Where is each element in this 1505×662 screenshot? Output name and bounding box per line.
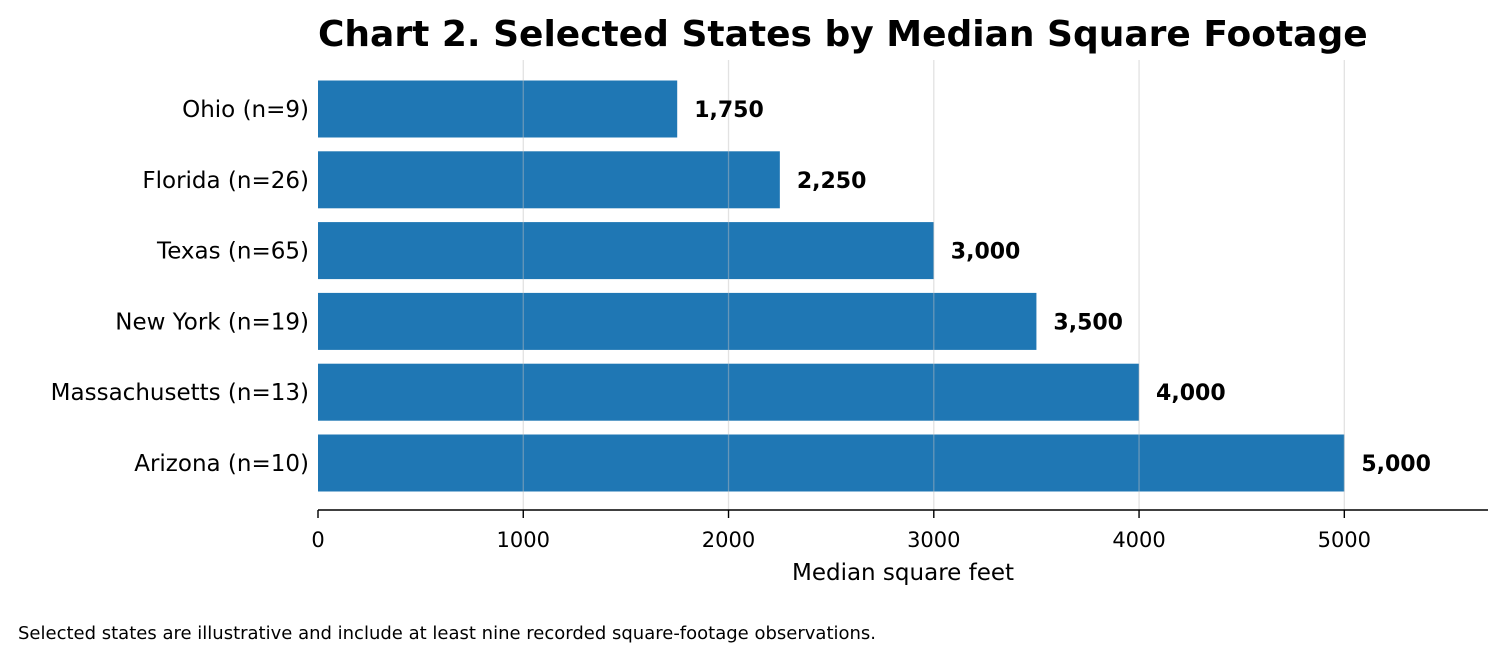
data-label: 3,000 — [951, 240, 1021, 265]
data-label: 4,000 — [1156, 381, 1226, 406]
x-axis-label: Median square feet — [792, 560, 1014, 586]
x-tick-label: 5000 — [1318, 528, 1371, 552]
bars — [318, 80, 1345, 492]
category-label: Arizona (n=10) — [134, 451, 309, 477]
category-label: New York (n=19) — [115, 309, 309, 335]
grid-lines — [522, 60, 1345, 510]
data-label: 2,250 — [797, 169, 867, 194]
bar — [318, 151, 780, 209]
category-label: Florida (n=26) — [142, 168, 309, 194]
x-axis: 0 1000 2000 3000 4000 5000 — [311, 509, 1488, 552]
x-tick-label: 1000 — [497, 528, 550, 552]
category-label: Massachusetts (n=13) — [51, 380, 309, 406]
data-label: 1,750 — [694, 98, 764, 123]
bar — [318, 434, 1345, 492]
x-tick-label: 0 — [311, 528, 324, 552]
category-label: Ohio (n=9) — [182, 97, 309, 123]
bar — [318, 80, 678, 138]
category-labels: Ohio (n=9) Florida (n=26) Texas (n=65) New … — [51, 97, 309, 477]
chart-title: Chart 2. Selected States by Median Squar… — [318, 14, 1368, 55]
x-tick-label: 3000 — [907, 528, 960, 552]
bar — [318, 222, 934, 280]
data-label: 5,000 — [1361, 452, 1431, 477]
bar — [318, 363, 1140, 421]
data-label: 3,500 — [1053, 310, 1123, 335]
x-tick-label: 4000 — [1112, 528, 1165, 552]
footnote: Selected states are illustrative and inc… — [18, 623, 877, 644]
x-tick-label: 2000 — [702, 528, 755, 552]
category-label: Texas (n=65) — [156, 239, 309, 265]
bar — [318, 292, 1037, 350]
data-labels: 1,750 2,250 3,000 3,500 4,000 5,000 — [694, 98, 1431, 477]
